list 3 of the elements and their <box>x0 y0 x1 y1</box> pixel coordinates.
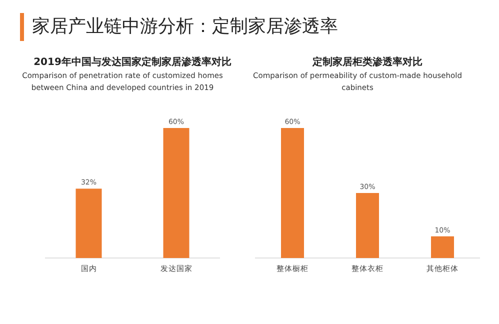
chart-title: 定制家居柜类渗透率对比 <box>311 55 424 69</box>
text: 家居产业链中游分析：定制家居渗透率 <box>32 15 338 38</box>
chart-title: 2019年中国与发达国家定制家居渗透率对比 <box>32 55 232 69</box>
